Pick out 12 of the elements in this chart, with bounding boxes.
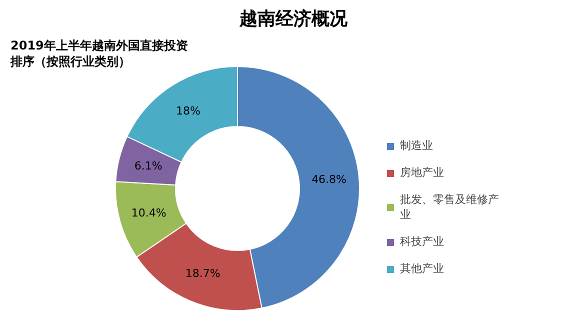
chart-subtitle: 2019年上半年越南外国直接投资排序（按照行业类别） [10, 38, 188, 68]
legend-label: 房地产业 [400, 165, 444, 180]
legend-label: 制造业 [400, 138, 433, 153]
data-label: 18.7% [185, 267, 220, 280]
chart-title: 越南经济概况 [238, 8, 348, 30]
legend-label: 批发、零售及维修产业 [400, 192, 499, 222]
data-label: 46.8% [312, 172, 347, 186]
legend-label: 其他产业 [400, 261, 444, 276]
data-label: 6.1% [134, 159, 162, 172]
legend-label: 科技产业 [400, 234, 444, 249]
data-label: 18% [176, 104, 200, 118]
data-label: 10.4% [131, 206, 166, 220]
